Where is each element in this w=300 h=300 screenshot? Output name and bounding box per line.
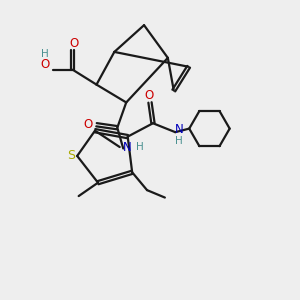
Text: O: O bbox=[145, 88, 154, 101]
Text: O: O bbox=[70, 37, 79, 50]
Text: H: H bbox=[41, 49, 49, 59]
Text: H: H bbox=[136, 142, 143, 152]
Text: S: S bbox=[67, 149, 75, 162]
Text: H: H bbox=[175, 136, 183, 146]
Text: N: N bbox=[175, 123, 183, 136]
Text: O: O bbox=[84, 118, 93, 131]
Text: O: O bbox=[40, 58, 50, 71]
Text: N: N bbox=[122, 140, 131, 154]
